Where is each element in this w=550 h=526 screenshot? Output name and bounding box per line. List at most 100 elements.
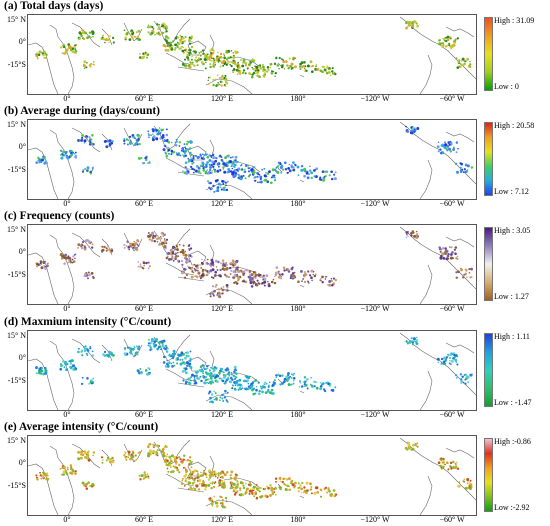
- data-point: [182, 466, 185, 469]
- data-point: [165, 133, 169, 137]
- data-point: [315, 64, 318, 66]
- data-point: [143, 473, 146, 476]
- data-point: [212, 367, 215, 370]
- data-point: [179, 47, 182, 50]
- data-point: [299, 269, 303, 273]
- data-point: [88, 31, 92, 34]
- data-point: [297, 280, 300, 284]
- data-point: [153, 343, 156, 346]
- data-point: [91, 243, 94, 246]
- data-point: [223, 77, 226, 80]
- data-point: [271, 490, 274, 493]
- data-point: [61, 52, 64, 54]
- data-point: [74, 47, 76, 49]
- data-point: [35, 265, 39, 268]
- map-canvas: [28, 332, 476, 410]
- data-point: [89, 170, 93, 174]
- data-point: [275, 480, 277, 483]
- data-point: [80, 350, 83, 353]
- data-point: [133, 345, 136, 348]
- data-point: [40, 477, 42, 480]
- data-point: [452, 148, 455, 151]
- data-point: [442, 459, 445, 462]
- data-point: [227, 56, 230, 60]
- data-point: [234, 384, 237, 386]
- data-point: [266, 389, 270, 393]
- data-point: [269, 181, 273, 185]
- data-point: [302, 64, 306, 68]
- coastline: [209, 350, 215, 368]
- data-point: [204, 67, 207, 70]
- data-point: [455, 361, 458, 364]
- data-point: [154, 33, 156, 36]
- data-point: [187, 475, 190, 477]
- data-point: [244, 62, 247, 65]
- data-point: [210, 486, 213, 490]
- data-point: [281, 168, 285, 171]
- data-point: [166, 463, 170, 467]
- data-point: [173, 455, 177, 459]
- data-point: [192, 271, 195, 274]
- data-point: [309, 60, 313, 64]
- data-point: [139, 478, 142, 481]
- data-point: [67, 43, 71, 46]
- data-point: [251, 388, 254, 392]
- data-point: [256, 284, 259, 287]
- data-point: [147, 26, 150, 29]
- data-point: [224, 380, 227, 383]
- data-point: [208, 374, 211, 377]
- data-point: [213, 156, 216, 159]
- data-point: [129, 242, 133, 246]
- data-point: [261, 63, 264, 66]
- data-point: [188, 243, 191, 246]
- data-point: [178, 243, 181, 246]
- data-point: [155, 339, 158, 342]
- data-point: [161, 31, 164, 34]
- data-point: [222, 166, 225, 169]
- data-point: [62, 43, 66, 46]
- coastline: [123, 338, 143, 358]
- data-point: [201, 484, 204, 487]
- data-point: [416, 336, 418, 339]
- data-point: [160, 129, 163, 132]
- data-point: [197, 488, 201, 491]
- data-point: [217, 472, 220, 475]
- data-point: [213, 373, 217, 377]
- data-point: [291, 483, 295, 487]
- data-point: [137, 134, 141, 137]
- data-point: [147, 134, 151, 137]
- data-point: [46, 474, 49, 477]
- data-point: [271, 384, 274, 388]
- data-point: [410, 234, 413, 237]
- data-point: [202, 52, 205, 55]
- data-point: [221, 479, 224, 482]
- data-point: [81, 240, 85, 244]
- data-point: [283, 269, 286, 272]
- data-point: [446, 145, 450, 148]
- data-point: [232, 260, 235, 264]
- data-point: [225, 472, 228, 474]
- data-point: [105, 459, 108, 462]
- data-point: [175, 138, 178, 141]
- data-point: [409, 340, 412, 343]
- data-point: [102, 353, 105, 356]
- data-point: [199, 365, 203, 368]
- data-point: [210, 265, 212, 268]
- data-point: [278, 273, 281, 276]
- data-point: [219, 471, 223, 475]
- data-point: [88, 64, 92, 67]
- data-point: [155, 137, 159, 141]
- coastline: [419, 475, 433, 515]
- data-point: [259, 486, 263, 490]
- data-point: [44, 155, 46, 158]
- data-point: [291, 266, 294, 269]
- data-point: [87, 458, 91, 462]
- data-point: [220, 80, 223, 83]
- data-point: [156, 23, 159, 26]
- data-point: [135, 345, 139, 348]
- data-point: [449, 359, 451, 362]
- data-point: [209, 476, 212, 479]
- data-point: [191, 470, 195, 474]
- data-point: [242, 379, 245, 382]
- data-point: [220, 84, 223, 87]
